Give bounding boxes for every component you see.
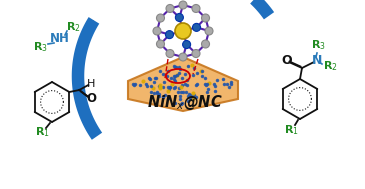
Circle shape xyxy=(205,27,213,35)
Circle shape xyxy=(201,40,210,48)
Text: O: O xyxy=(282,54,292,67)
Circle shape xyxy=(182,40,191,49)
Circle shape xyxy=(166,50,174,57)
Text: N: N xyxy=(312,54,322,67)
Circle shape xyxy=(157,40,165,48)
Circle shape xyxy=(175,23,191,39)
Circle shape xyxy=(192,50,200,57)
Text: O: O xyxy=(86,91,96,105)
Circle shape xyxy=(192,23,200,31)
Circle shape xyxy=(175,13,183,22)
Polygon shape xyxy=(128,57,238,111)
Circle shape xyxy=(157,14,165,22)
Circle shape xyxy=(192,5,200,12)
Text: NiN$_x$@NC: NiN$_x$@NC xyxy=(147,92,223,112)
Circle shape xyxy=(165,31,173,39)
Text: R$_3$: R$_3$ xyxy=(32,40,47,54)
Circle shape xyxy=(179,53,187,61)
Circle shape xyxy=(201,14,210,22)
Text: H: H xyxy=(87,79,96,89)
Text: R$_3$: R$_3$ xyxy=(311,38,326,52)
Circle shape xyxy=(153,27,161,35)
Circle shape xyxy=(179,1,187,9)
Circle shape xyxy=(166,5,174,12)
Text: R$_1$: R$_1$ xyxy=(284,123,299,137)
Text: NH: NH xyxy=(50,33,70,46)
Text: R$_2$: R$_2$ xyxy=(66,20,80,34)
Text: R$_1$: R$_1$ xyxy=(35,125,49,139)
Text: R$_2$: R$_2$ xyxy=(323,59,337,73)
